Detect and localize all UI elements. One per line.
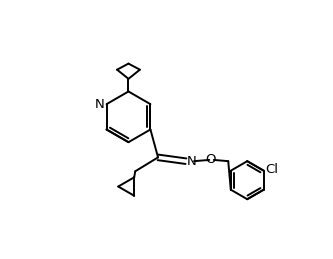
- Text: N: N: [95, 98, 105, 111]
- Text: Cl: Cl: [266, 163, 279, 176]
- Text: O: O: [205, 153, 216, 167]
- Text: N: N: [187, 155, 197, 168]
